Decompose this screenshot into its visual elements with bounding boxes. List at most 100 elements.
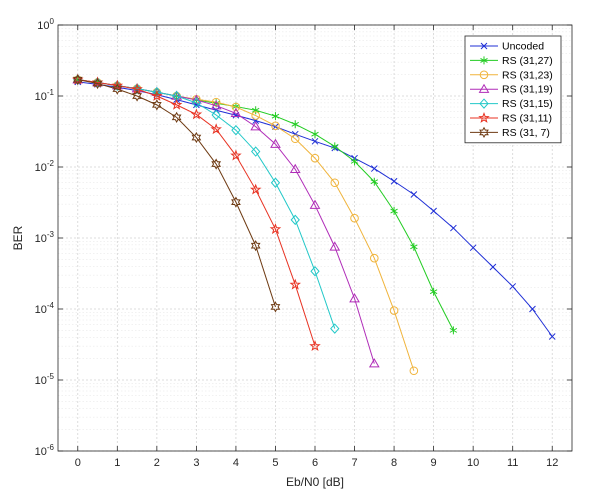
x-tick-label: 2 — [154, 457, 160, 469]
data-point — [251, 146, 261, 157]
data-point — [152, 86, 162, 98]
data-point — [291, 120, 299, 129]
legend: Uncoded RS (31,27) RS (31,23) RS (31,19) RS … — [464, 35, 562, 144]
tick-marks — [58, 24, 572, 452]
data-point — [230, 107, 242, 118]
series-layer — [72, 73, 556, 376]
data-point — [430, 207, 437, 215]
series-line — [77, 79, 276, 308]
data-point — [370, 253, 379, 263]
data-point — [329, 241, 341, 251]
data-point — [290, 134, 300, 144]
y-tick-label: 10-2 — [35, 159, 55, 174]
x-tick-label: 6 — [312, 457, 318, 469]
data-point — [480, 42, 488, 50]
data-point — [410, 191, 418, 198]
data-point — [290, 214, 300, 226]
data-point — [170, 98, 183, 110]
data-point — [72, 74, 84, 84]
legend-label: RS (31,11) — [502, 113, 552, 125]
data-point — [331, 142, 339, 151]
x-tick-label: 9 — [431, 457, 437, 469]
data-point — [548, 333, 556, 340]
data-point — [479, 70, 489, 80]
legend-label: RS (31,23) — [502, 69, 553, 81]
data-point — [270, 177, 281, 189]
data-point — [111, 79, 124, 91]
y-tick-label: 10-6 — [35, 443, 55, 458]
data-point — [250, 121, 262, 131]
x-tick-label: 3 — [193, 457, 199, 469]
legend-label: RS (31,19) — [502, 84, 553, 96]
data-point — [251, 106, 260, 115]
data-point — [330, 323, 340, 334]
x-tick-label: 0 — [75, 457, 81, 469]
data-point — [429, 287, 438, 296]
data-point — [210, 100, 222, 110]
data-point — [330, 178, 340, 188]
x-tick-label: 8 — [391, 457, 397, 469]
data-point — [232, 111, 240, 119]
x-tick-label: 1 — [114, 457, 120, 469]
x-tick-label: 7 — [351, 457, 357, 469]
data-point — [370, 165, 378, 172]
data-point — [191, 97, 202, 109]
data-point — [311, 137, 319, 145]
y-tick-label: 10-5 — [35, 372, 55, 387]
data-point — [349, 293, 360, 303]
data-point — [289, 163, 301, 173]
data-point — [390, 207, 398, 216]
data-point — [390, 177, 398, 185]
x-axis-label: Eb/N0 [dB] — [286, 475, 344, 489]
data-point — [389, 306, 399, 315]
data-point — [479, 126, 489, 139]
data-point — [311, 130, 319, 139]
data-point — [271, 112, 280, 121]
data-point — [529, 305, 536, 313]
y-tick-label: 10-4 — [35, 301, 55, 316]
data-point — [112, 83, 123, 95]
data-point — [469, 244, 477, 252]
data-point — [310, 153, 320, 163]
y-tick-labels: 10-6 10-5 10-4 10-3 10-2 10-1 100 — [35, 17, 55, 458]
data-point — [151, 89, 163, 101]
data-point — [92, 77, 103, 90]
data-point — [489, 263, 497, 271]
data-point — [310, 266, 320, 277]
data-point — [368, 358, 380, 368]
data-point — [289, 278, 301, 290]
data-point — [211, 158, 222, 170]
data-point — [309, 340, 321, 352]
data-point — [231, 196, 241, 208]
legend-label: Uncoded — [502, 41, 544, 53]
data-point — [450, 224, 457, 232]
data-point — [350, 213, 359, 223]
data-point — [409, 366, 419, 376]
y-tick-label: 10-1 — [35, 88, 55, 103]
data-point — [270, 138, 281, 148]
data-point — [251, 111, 260, 120]
series-6 — [72, 74, 281, 313]
data-point — [72, 74, 83, 86]
x-tick-label: 12 — [546, 457, 558, 469]
data-point — [230, 149, 242, 161]
legend-label: RS (31,15) — [502, 98, 553, 110]
data-point — [231, 124, 241, 136]
data-point — [211, 109, 221, 121]
data-point — [509, 283, 517, 290]
y-tick-label: 10-3 — [35, 230, 55, 245]
data-point — [249, 183, 262, 195]
data-point — [309, 199, 321, 209]
data-point — [151, 99, 162, 111]
data-point — [269, 223, 282, 235]
y-tick-label: 100 — [37, 17, 54, 32]
legend-label: RS (31, 7) — [502, 127, 550, 139]
data-point — [132, 90, 142, 102]
legend-label: RS (31,27) — [502, 55, 553, 67]
x-tick-label: 11 — [507, 457, 518, 469]
x-tick-label: 5 — [272, 457, 278, 469]
data-point — [291, 130, 299, 138]
y-axis-label: BER — [11, 225, 25, 250]
data-point — [250, 240, 261, 252]
